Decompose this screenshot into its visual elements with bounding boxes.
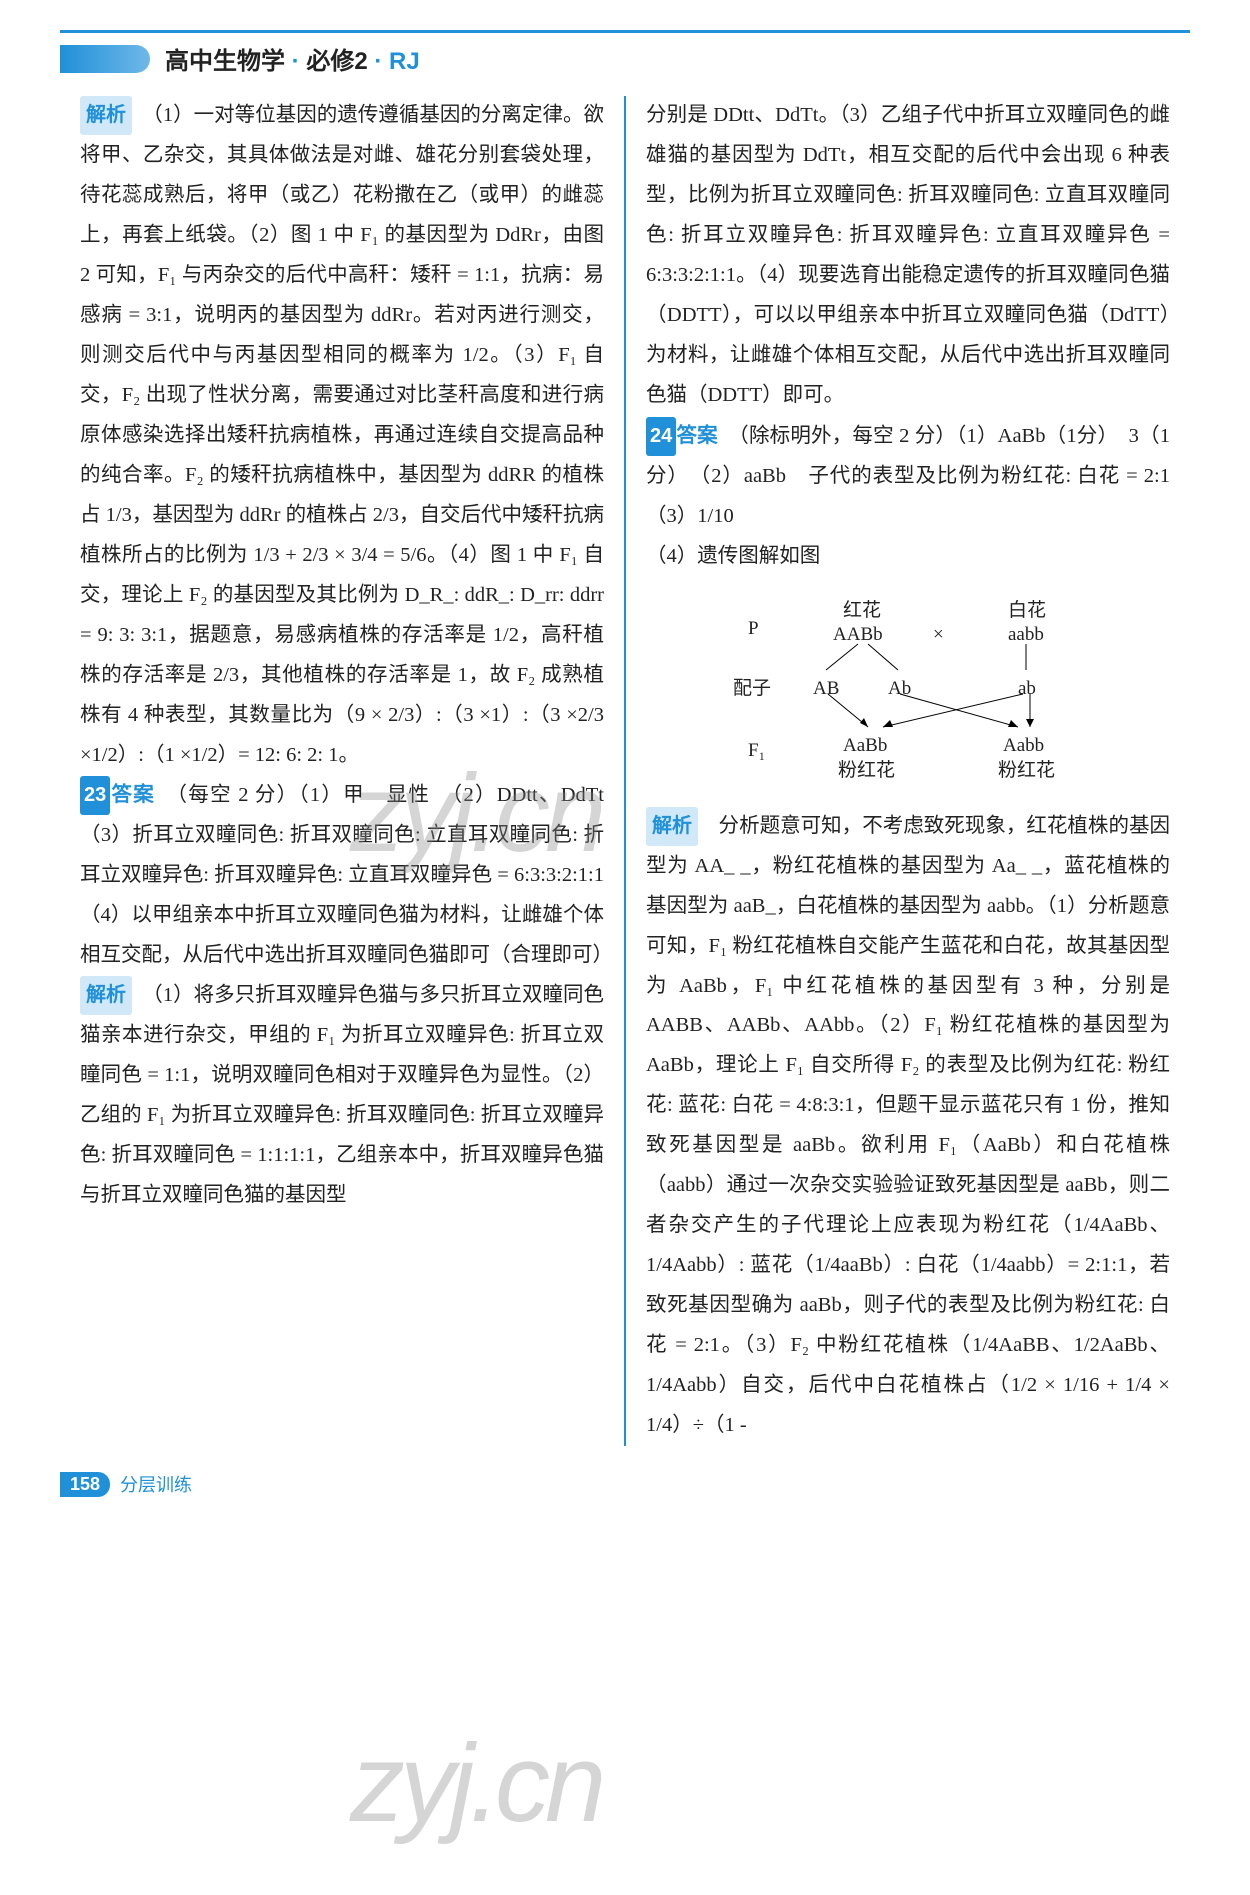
analysis-label-3: 解析 <box>646 807 698 846</box>
main-content: 解析 （1）一对等位基因的遗传遵循基因的分离定律。欲将甲、乙杂交，其具体做法是对… <box>60 96 1190 1446</box>
title-sub: 必修2 <box>306 48 367 75</box>
right-column: 分别是 DDtt、DdTt。（3）乙组子代中折耳立双瞳同色的雌雄猫的基因型为 D… <box>626 96 1190 1446</box>
page-footer: 158 分层训练 <box>60 1471 1190 1497</box>
q23-text: （每空 2 分）（1）甲 显性 （2）DDtt、DdTt （3）折耳立双瞳同色:… <box>80 784 625 966</box>
page-header: 高中生物学 · 必修2 · RJ <box>60 30 1190 76</box>
watermark-2: zyj.cn <box>350 1720 601 1847</box>
left-p3-text: （1）将多只折耳双瞳异色猫与多只折耳立双瞳同色猫亲本进行杂交，甲组的 F₁ 为折… <box>80 984 604 1206</box>
diagram-lines <box>718 592 1098 792</box>
footer-label: 分层训练 <box>120 1471 192 1497</box>
q24: 24答案 （除标明外，每空 2 分）（1）AaBb（1分） 3（1 分） （2）… <box>646 416 1170 537</box>
right-p3: 解析 分析题意可知，不考虑致死现象，红花植株的基因型为 AA_ _，粉红花植株的… <box>646 807 1170 1447</box>
header-badge <box>60 45 150 73</box>
title-edition: RJ <box>389 48 420 75</box>
right-p3-text: 分析题意可知，不考虑致死现象，红花植株的基因型为 AA_ _，粉红花植株的基因型… <box>646 815 1170 1437</box>
q23-num: 23 <box>80 776 110 815</box>
page-container: 高中生物学 · 必修2 · RJ 解析 （1）一对等位基因的遗传遵循基因的分离定… <box>0 0 1250 1527</box>
q24-num: 24 <box>646 417 676 456</box>
title-sep2: · <box>374 48 382 75</box>
analysis-label-2: 解析 <box>80 976 132 1015</box>
q23-label: 答案 <box>110 783 155 806</box>
q24-text: （除标明外，每空 2 分）（1）AaBb（1分） 3（1 分） （2）aaBb … <box>646 425 1191 527</box>
title-sep1: · <box>292 48 300 75</box>
left-p1-text: （1）一对等位基因的遗传遵循基因的分离定律。欲将甲、乙杂交，其具体做法是对雌、雄… <box>80 104 604 766</box>
q24-sub4: （4）遗传图解如图 <box>646 537 1170 577</box>
left-p3: 解析 （1）将多只折耳双瞳异色猫与多只折耳立双瞳同色猫亲本进行杂交，甲组的 F₁… <box>80 976 604 1216</box>
title-main: 高中生物学 <box>165 48 285 75</box>
q24-label: 答案 <box>676 424 718 447</box>
right-p1: 分别是 DDtt、DdTt。（3）乙组子代中折耳立双瞳同色的雌雄猫的基因型为 D… <box>646 96 1170 416</box>
genetics-diagram: P 红花 AABb × 白花 aabb 配子 AB Ab ab F₁ AaBb … <box>718 592 1098 792</box>
left-p1: 解析 （1）一对等位基因的遗传遵循基因的分离定律。欲将甲、乙杂交，其具体做法是对… <box>80 96 604 775</box>
page-number: 158 <box>60 1472 110 1497</box>
right-p1-text: 分别是 DDtt、DdTt。（3）乙组子代中折耳立双瞳同色的雌雄猫的基因型为 D… <box>646 104 1170 406</box>
analysis-label-1: 解析 <box>80 96 132 135</box>
left-column: 解析 （1）一对等位基因的遗传遵循基因的分离定律。欲将甲、乙杂交，其具体做法是对… <box>60 96 624 1446</box>
q23: 23答案 （每空 2 分）（1）甲 显性 （2）DDtt、DdTt （3）折耳立… <box>80 775 604 976</box>
header-title: 高中生物学 · 必修2 · RJ <box>165 41 420 76</box>
